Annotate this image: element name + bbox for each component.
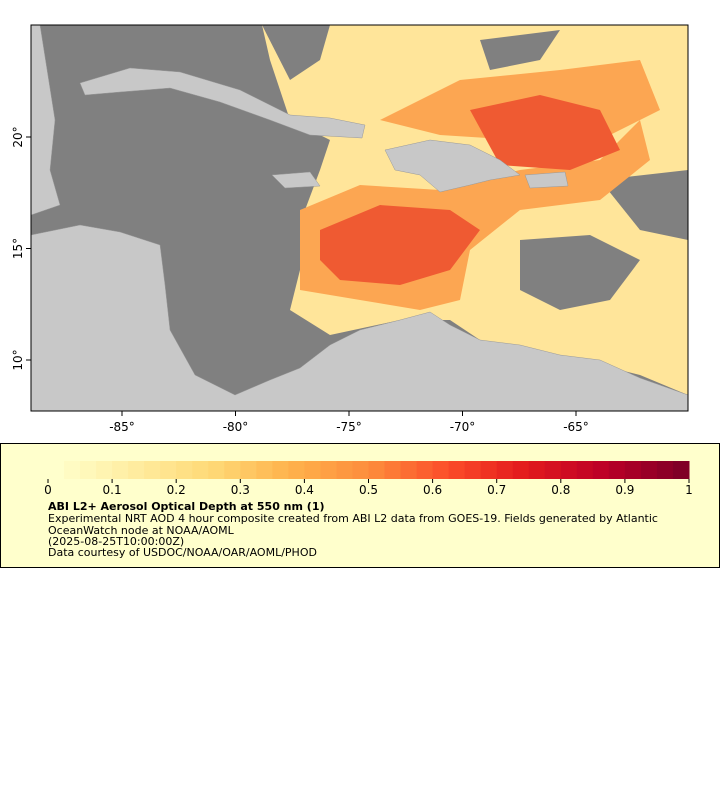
colorbar-step — [160, 461, 177, 479]
colorbar-step — [384, 461, 402, 479]
colorbar-step — [96, 461, 113, 479]
colorbar-tick-label: 0.3 — [231, 483, 250, 494]
colorbar-step — [128, 461, 145, 479]
colorbar-step — [464, 461, 482, 479]
colorbar-step — [528, 461, 546, 479]
colorbar-step — [640, 461, 658, 479]
colorbar-step — [576, 461, 594, 479]
colorbar-tick-label: 0.9 — [615, 483, 634, 494]
colorbar-step — [112, 461, 129, 479]
colorbar-tick-label: 0.8 — [551, 483, 570, 494]
colorbar-step — [288, 461, 305, 479]
colorbar-step — [256, 461, 273, 479]
colorbar-step — [432, 461, 450, 479]
colorbar-tick-label: 0.2 — [167, 483, 186, 494]
colorbar-step — [400, 461, 418, 479]
legend-line: Data courtesy of USDOC/NOAA/OAR/AOML/PHO… — [48, 546, 317, 559]
colorbar-step — [336, 461, 353, 479]
colorbar-step — [592, 461, 610, 479]
colorbar-step — [48, 461, 65, 479]
colorbar-step — [176, 461, 193, 479]
colorbar-step — [480, 461, 498, 479]
colorbar-step — [560, 461, 578, 479]
colorbar-step — [624, 461, 642, 479]
colorbar-step — [512, 461, 530, 479]
colorbar-step — [80, 461, 97, 479]
colorbar-tick-label: 0.6 — [423, 483, 442, 494]
colorbar-step — [448, 461, 466, 479]
legend-title: ABI L2+ Aerosol Optical Depth at 550 nm … — [48, 500, 325, 513]
colorbar-step — [416, 461, 434, 479]
x-tick-label: -75° — [336, 420, 362, 434]
clear-areas — [262, 25, 688, 310]
colorbar: 0 0.1 0.2 0.3 0.4 0.5 0.6 0.7 0.8 0.9 1 — [44, 461, 693, 494]
colorbar-step — [352, 461, 369, 479]
colorbar-step — [672, 461, 690, 479]
x-tick-label: -85° — [109, 420, 135, 434]
colorbar-step — [656, 461, 674, 479]
land — [30, 24, 689, 412]
x-tick-label: -80° — [223, 420, 249, 434]
colorbar-step — [608, 461, 626, 479]
colorbar-step — [272, 461, 289, 479]
aerosol-high — [320, 95, 620, 285]
colorbar-step — [144, 461, 161, 479]
colorbar-step — [544, 461, 562, 479]
colorbar-step — [224, 461, 241, 479]
colorbar-step — [64, 461, 81, 479]
colorbar-step — [240, 461, 257, 479]
colorbar-tick-label: 0.5 — [359, 483, 378, 494]
colorbar-step — [368, 461, 386, 479]
y-tick-label: 20° — [11, 126, 25, 147]
colorbar-step — [304, 461, 321, 479]
x-tick-label: -70° — [450, 420, 476, 434]
colorbar-tick-label: 0.7 — [487, 483, 506, 494]
colorbar-tick-label: 0.4 — [295, 483, 314, 494]
colorbar-tick-label: 1 — [685, 483, 693, 494]
colorbar-step — [192, 461, 209, 479]
colorbar-step — [320, 461, 337, 479]
legend-line: (2025-08-25T10:00:00Z) — [48, 535, 185, 548]
x-tick-label: -65° — [563, 420, 589, 434]
legend-line: Experimental NRT AOD 4 hour composite cr… — [48, 512, 658, 537]
colorbar-tick-label: 0.1 — [103, 483, 122, 494]
map-frame — [30, 24, 689, 412]
legend: 0 0.1 0.2 0.3 0.4 0.5 0.6 0.7 0.8 0.9 1 ABI L2+ Ae… — [0, 443, 720, 568]
y-tick-label: 10° — [11, 349, 25, 370]
map: -85° -80° -75° -70° -65° 20° 15° 10° — [11, 24, 689, 434]
colorbar-tick-label: 0 — [44, 483, 52, 494]
colorbar-step — [496, 461, 514, 479]
y-tick-label: 15° — [11, 238, 25, 259]
colorbar-step — [208, 461, 225, 479]
